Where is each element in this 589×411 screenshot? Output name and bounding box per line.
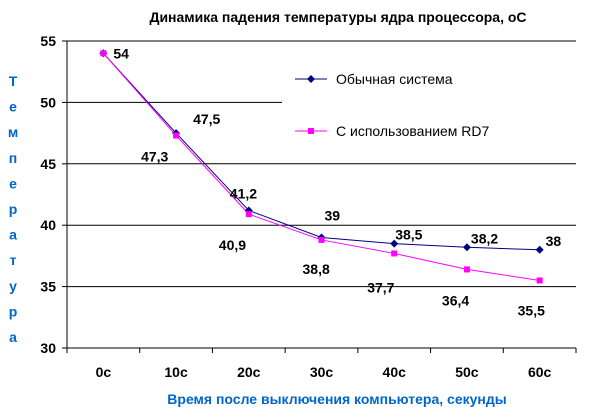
axes [62, 40, 577, 353]
y-tick-label-30: 30 [40, 340, 56, 356]
y-axis-label-char-10: а [9, 329, 17, 345]
data-label-series-1-6: 38 [546, 233, 562, 249]
data-label-series-2-1: 47,3 [141, 149, 168, 165]
data-label-series-2-5: 36,4 [442, 292, 469, 308]
y-axis-label-char-1: е [9, 99, 17, 115]
x-tick-label-0: 0с [96, 364, 112, 380]
data-label-series-2-3: 38,8 [303, 261, 330, 277]
data-label-series-2-2: 40,9 [219, 237, 246, 253]
y-axis-label-char-7: т [10, 252, 17, 268]
series-layer [99, 49, 544, 284]
x-tick-label-3: 30с [310, 364, 334, 380]
y-axis-label-char-3: п [9, 150, 17, 166]
series-1-point-4 [390, 239, 399, 248]
data-label-series-1-3: 39 [325, 207, 341, 223]
legend-background [282, 58, 582, 150]
y-axis-label-char-0: Т [9, 73, 18, 89]
y-tick-label-40: 40 [40, 217, 56, 233]
legend-label-series-2: С использованием RD7 [336, 123, 490, 139]
x-tick-label-1: 10с [164, 364, 188, 380]
data-label-series-1-0: 54 [113, 45, 129, 61]
series-2-point-4 [391, 250, 398, 257]
x-tick-labels: 0с 10с 20с 30с 40с 50с 60с [96, 364, 552, 380]
series-2-point-1 [173, 132, 180, 139]
x-axis-label: Время после выключения компьютера, секун… [167, 391, 506, 407]
y-axis-label-char-8: у [9, 278, 17, 294]
legend-label-series-1: Обычная система [336, 71, 453, 87]
x-tick-label-4: 40с [383, 364, 407, 380]
series-2-point-2 [245, 211, 252, 218]
x-tick-label-6: 60с [528, 364, 552, 380]
x-tick-label-5: 50с [455, 364, 479, 380]
series-2-point-6 [536, 277, 543, 284]
legend-swatch-marker-series-1 [307, 75, 315, 83]
y-axis-label-char-5: р [9, 201, 18, 217]
y-tick-label-45: 45 [40, 156, 56, 172]
data-labels: 54 47,5 41,2 39 38,5 38,2 38 47,3 40,9 38,8 37,7 36… [113, 45, 561, 318]
series-2-point-3 [318, 236, 325, 243]
y-tick-label-50: 50 [40, 94, 56, 110]
y-axis-label-char-6: а [9, 227, 17, 243]
series-1-point-6 [535, 245, 544, 254]
y-tick-label-35: 35 [40, 279, 56, 295]
data-label-series-2-6: 35,5 [518, 302, 545, 318]
x-tick-label-2: 20с [237, 364, 261, 380]
series-2-point-0 [100, 50, 107, 57]
y-axis-label-char-4: е [9, 175, 17, 191]
legend-swatch-marker-series-2 [308, 128, 314, 134]
legend: Обычная система С использованием RD7 [282, 58, 582, 150]
data-label-series-2-4: 37,7 [367, 279, 394, 295]
y-axis-label-char-9: р [9, 303, 18, 319]
data-label-series-1-2: 41,2 [230, 185, 257, 201]
data-label-series-1-1: 47,5 [193, 111, 220, 127]
y-axis-label-char-2: м [8, 124, 18, 140]
series-1-point-5 [462, 243, 471, 252]
data-label-series-1-5: 38,2 [471, 230, 498, 246]
chart-title: Динамика падения температуры ядра процес… [149, 9, 526, 25]
y-tick-label-55: 55 [40, 33, 56, 49]
y-tick-labels: 30 35 40 45 50 55 [40, 33, 56, 356]
series-2-point-5 [463, 266, 470, 273]
data-label-series-1-4: 38,5 [395, 227, 422, 243]
